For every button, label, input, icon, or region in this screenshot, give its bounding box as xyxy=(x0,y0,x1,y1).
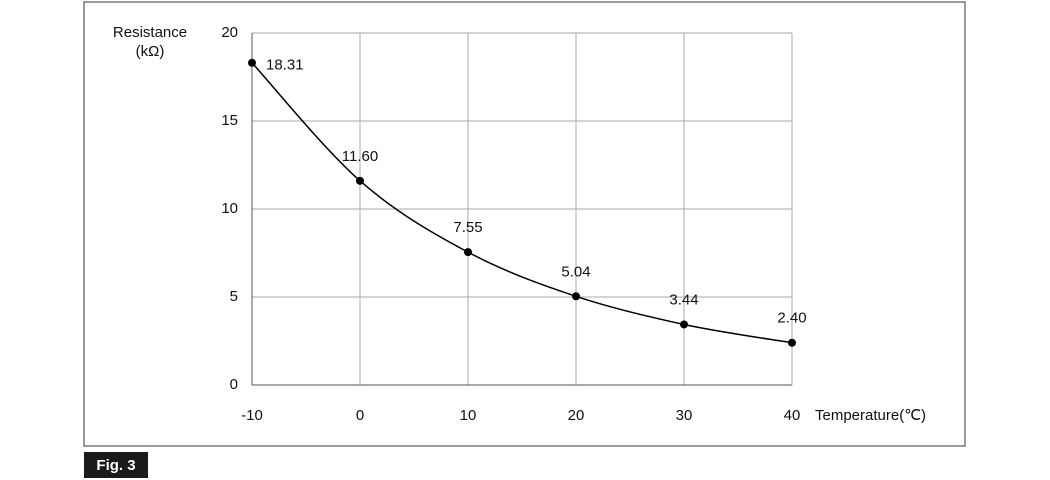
x-tick-label: 10 xyxy=(460,407,477,424)
point xyxy=(572,292,580,301)
figure-label: Fig. 3 xyxy=(96,457,135,474)
point xyxy=(356,176,364,185)
line xyxy=(251,62,793,344)
y-tick-label: 10 xyxy=(221,200,238,217)
y-tick-label: 20 xyxy=(221,24,238,41)
x-tick-label: 30 xyxy=(676,407,693,424)
data-label: 3.44 xyxy=(669,291,698,308)
point xyxy=(680,320,688,329)
x-axis-label: Temperature(℃) xyxy=(815,407,926,424)
data-label: 11.60 xyxy=(342,148,378,165)
y-tick-label: 15 xyxy=(221,112,238,129)
x-tick-label: 20 xyxy=(568,407,585,424)
point xyxy=(788,338,796,347)
x-tick-label: 40 xyxy=(784,407,801,424)
y-tick-label: 0 xyxy=(230,376,238,393)
frame xyxy=(83,1,966,447)
point xyxy=(248,58,256,67)
figure-label-box xyxy=(84,452,148,478)
data-label: 2.40 xyxy=(777,310,806,327)
data-label: 5.04 xyxy=(561,263,590,280)
y-axis-label: Resistance xyxy=(113,24,187,41)
y-axis-unit: (kΩ) xyxy=(136,43,165,60)
data-label: 7.55 xyxy=(453,219,482,236)
x-tick-label: -10 xyxy=(241,407,263,424)
point xyxy=(464,248,472,257)
y-tick-label: 5 xyxy=(230,288,238,305)
x-tick-label: 0 xyxy=(356,407,364,424)
data-label: 18.31 xyxy=(266,57,304,74)
